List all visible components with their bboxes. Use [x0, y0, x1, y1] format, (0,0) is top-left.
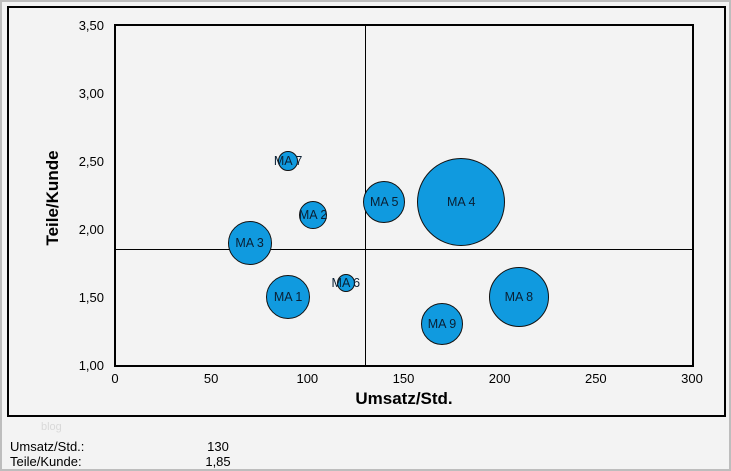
- bubble-ma-1[interactable]: MA 1: [266, 275, 311, 319]
- bubble-label: MA 7: [273, 154, 303, 168]
- y-tick-label: 1,00: [78, 358, 104, 373]
- x-tick-label: 250: [584, 371, 607, 386]
- bubble-label: MA 6: [331, 276, 361, 291]
- crosshair-horizontal-line: [115, 249, 693, 251]
- readout-y-label: Teile/Kunde:: [10, 454, 82, 469]
- bubble-label: MA 5: [370, 194, 399, 209]
- bubble-label: MA 8: [504, 290, 534, 304]
- readout-x-label: Umsatz/Std.:: [10, 439, 85, 454]
- plot-area: [114, 24, 694, 367]
- y-tick-label: 3,00: [78, 86, 104, 101]
- x-tick-label: 200: [488, 371, 511, 386]
- y-tick-label: 3,50: [78, 18, 104, 33]
- bubble-label: MA 3: [235, 235, 264, 250]
- x-tick-label: 0: [111, 371, 119, 386]
- x-axis-title: Umsatz/Std.: [355, 389, 453, 408]
- y-axis-title: Teile/Kunde: [43, 150, 62, 246]
- readout-y-value: 1,85: [205, 454, 231, 469]
- bubble-ma-4[interactable]: MA 4: [417, 157, 506, 246]
- y-tick-label: 1,50: [78, 290, 104, 305]
- x-tick-label: 50: [203, 371, 219, 386]
- crosshair-readout-y-row: Teile/Kunde: 1,85: [10, 454, 231, 469]
- bubble-label: MA 1: [273, 290, 303, 304]
- bubble-ma-8[interactable]: MA 8: [488, 267, 549, 327]
- bubble-ma-5[interactable]: MA 5: [363, 180, 406, 223]
- bubble-ma-9[interactable]: MA 9: [420, 303, 463, 346]
- readout-x-value: 130: [207, 439, 229, 454]
- x-tick-label: 300: [681, 371, 703, 386]
- bubble-ma-3[interactable]: MA 3: [227, 220, 272, 265]
- bubble-label: MA 9: [427, 317, 457, 332]
- crosshair-readout-x-row: Umsatz/Std.: 130: [10, 439, 229, 454]
- bubble-label: MA 2: [298, 208, 328, 223]
- bubble-ma-6[interactable]: MA 6: [332, 274, 360, 293]
- x-tick-label: 150: [392, 371, 415, 386]
- y-tick-label: 2,00: [78, 222, 104, 237]
- watermark: blog: [41, 421, 62, 433]
- bubble-label: MA 4: [446, 194, 476, 209]
- chart-outer-frame: [7, 6, 726, 417]
- x-tick-label: 100: [296, 371, 319, 386]
- bubble-ma-7[interactable]: MA 7: [274, 151, 302, 171]
- bubble-ma-2[interactable]: MA 2: [298, 201, 328, 230]
- y-tick-label: 2,50: [78, 154, 104, 169]
